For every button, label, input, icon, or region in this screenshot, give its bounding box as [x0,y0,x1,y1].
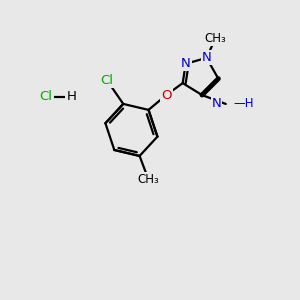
Text: CH₃: CH₃ [205,32,226,45]
Text: H: H [66,90,76,103]
Text: O: O [161,88,172,101]
Text: N: N [212,98,221,110]
Text: Cl: Cl [40,90,52,103]
Text: N: N [181,57,190,70]
Text: N: N [202,51,211,64]
Text: CH₃: CH₃ [138,173,159,186]
Text: Cl: Cl [100,74,113,87]
Text: —H: —H [233,98,254,110]
